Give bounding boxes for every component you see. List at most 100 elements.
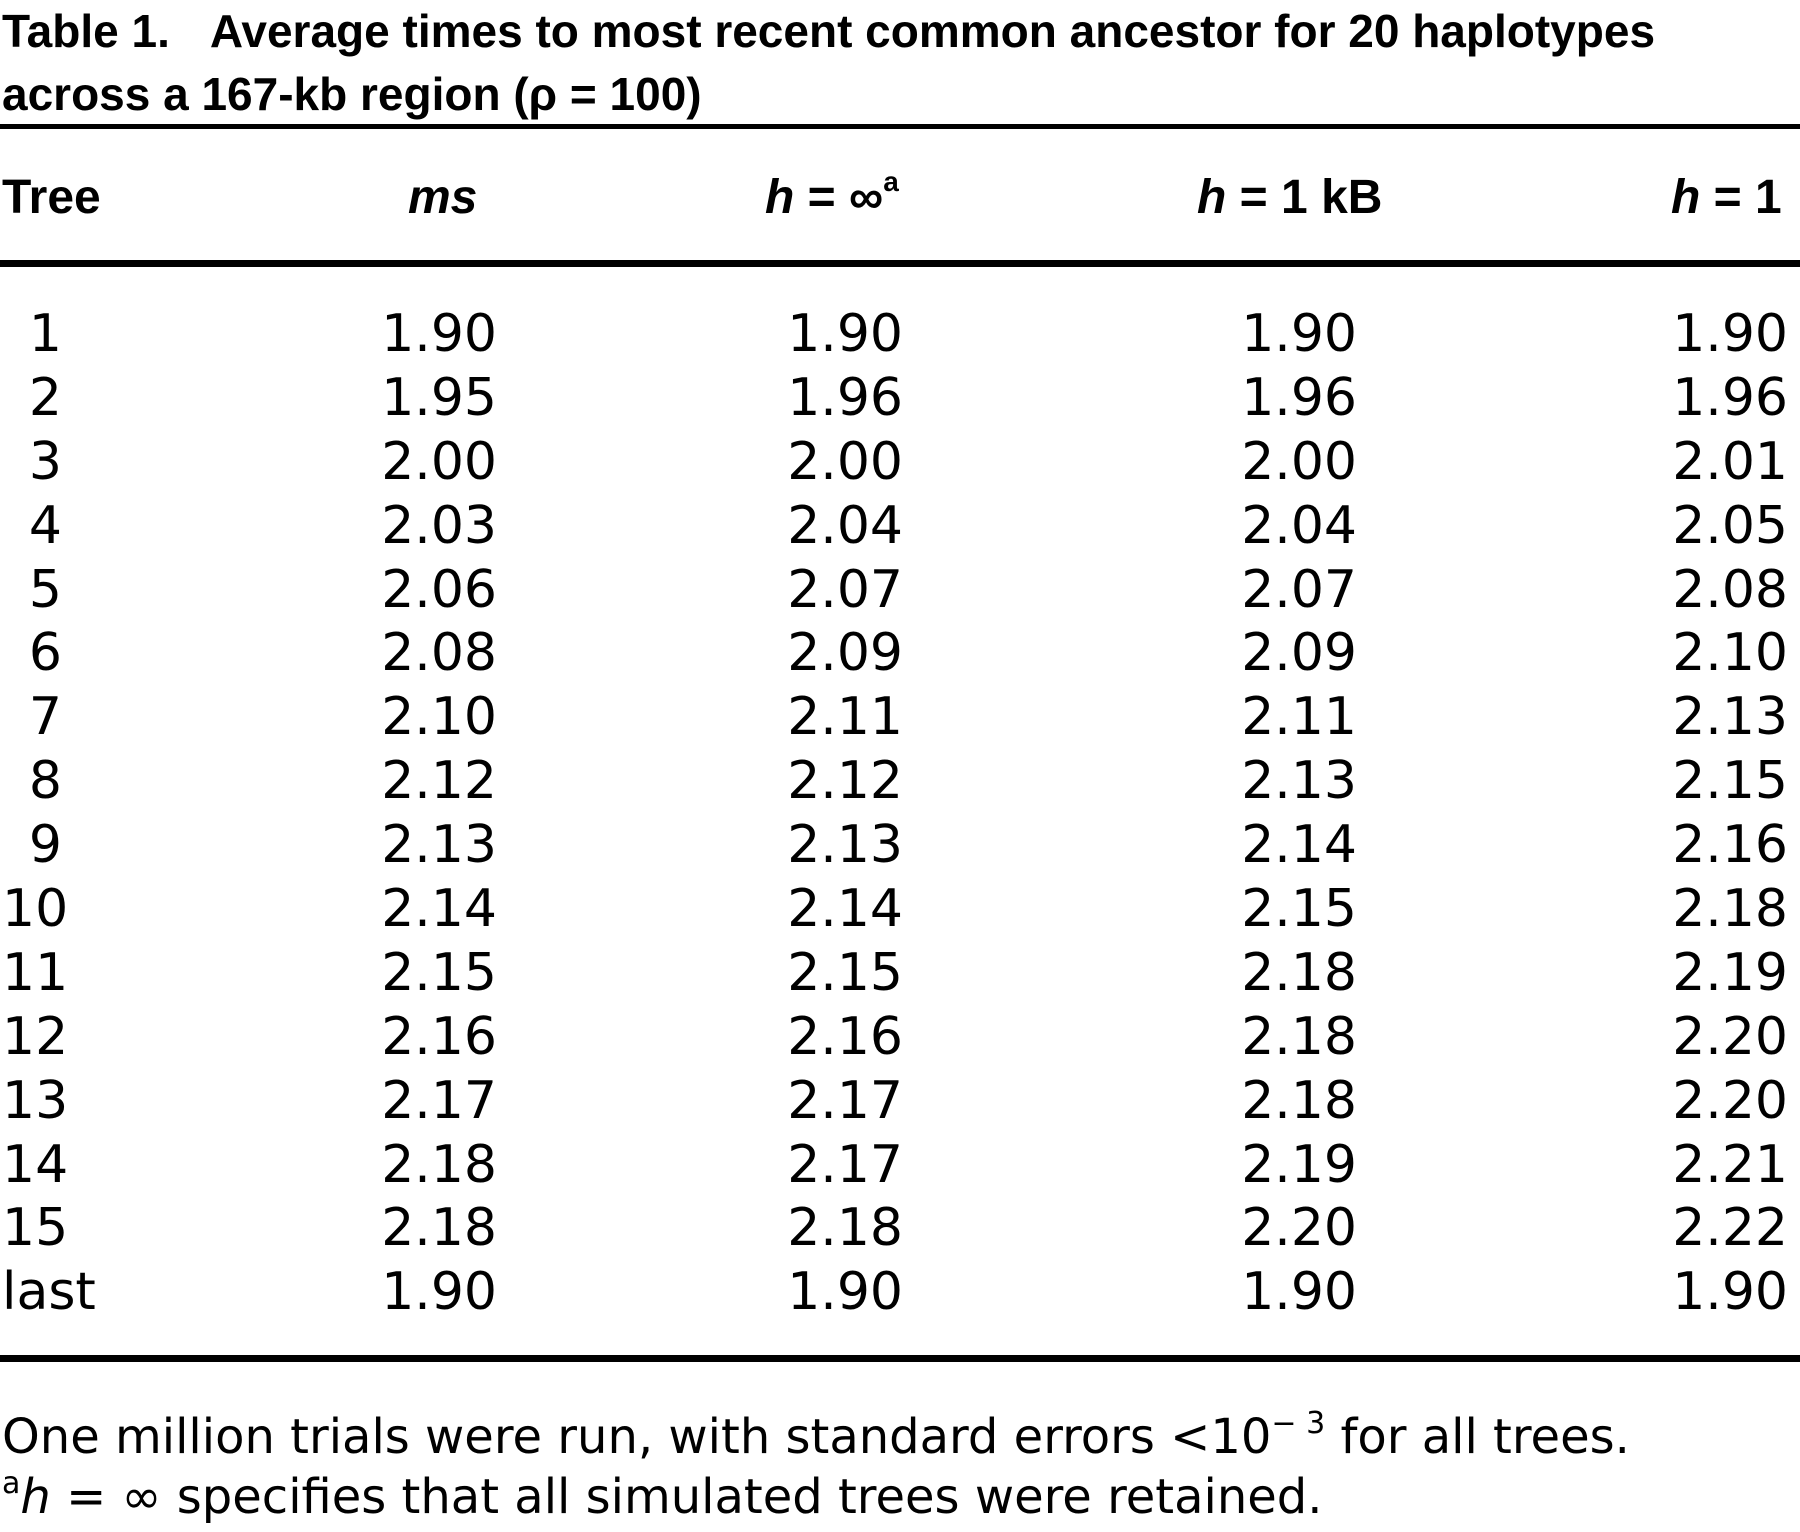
value-cell: 2.15 xyxy=(787,942,903,1003)
tree-cell: 1 xyxy=(28,304,62,364)
value-cell: 2.18 xyxy=(787,1198,903,1259)
value-cell: 2.18 xyxy=(1672,879,1788,940)
value-cell: 2.17 xyxy=(787,1070,903,1131)
value-cell: 1.90 xyxy=(1672,304,1788,364)
value-cell: 2.03 xyxy=(381,495,497,556)
value-cell: 2.18 xyxy=(381,1198,497,1259)
tree-cell: 11 xyxy=(2,942,69,1003)
table-row: 12 2.16 2.16 2.18 2.20 xyxy=(0,1005,1800,1069)
value-cell: 2.20 xyxy=(1672,1006,1788,1067)
header-h-inf: h = ∞a xyxy=(765,166,899,225)
value-cell: 2.11 xyxy=(787,687,903,748)
value-cell: 2.15 xyxy=(1241,879,1357,940)
value-cell: 2.00 xyxy=(381,431,497,492)
value-cell: 2.12 xyxy=(787,751,903,812)
value-cell: 2.00 xyxy=(787,431,903,492)
header-h-1kb: h = 1 kB xyxy=(1197,171,1383,224)
tree-cell: 13 xyxy=(2,1070,69,1131)
table-row: 15 2.18 2.18 2.20 2.22 xyxy=(0,1196,1800,1260)
value-cell: 2.05 xyxy=(1672,495,1788,556)
value-cell: 2.19 xyxy=(1241,1134,1357,1195)
value-cell: 2.13 xyxy=(787,815,903,876)
value-cell: 2.04 xyxy=(1241,495,1357,556)
tree-cell: 9 xyxy=(28,815,62,876)
value-cell: 2.18 xyxy=(1241,1070,1357,1131)
table-row: 9 2.13 2.13 2.14 2.16 xyxy=(0,813,1800,877)
value-cell: 2.22 xyxy=(1672,1198,1788,1259)
table-row: 14 2.18 2.17 2.19 2.21 xyxy=(0,1133,1800,1197)
tree-cell: last xyxy=(2,1262,96,1323)
table-row: 2 1.95 1.96 1.96 1.96 xyxy=(0,366,1800,430)
value-cell: 2.09 xyxy=(787,623,903,684)
header-rule xyxy=(0,260,1800,267)
table-row: 1 1.90 1.90 1.90 1.90 xyxy=(0,302,1800,366)
table-row: 13 2.17 2.17 2.18 2.20 xyxy=(0,1069,1800,1133)
value-cell: 1.96 xyxy=(787,367,903,428)
table-label: Table 1. xyxy=(2,5,170,57)
table-row: 6 2.08 2.09 2.09 2.10 xyxy=(0,621,1800,685)
table-row: 3 2.00 2.00 2.00 2.01 xyxy=(0,430,1800,494)
value-cell: 2.13 xyxy=(381,815,497,876)
value-cell: 2.10 xyxy=(1672,623,1788,684)
value-cell: 2.21 xyxy=(1672,1134,1788,1195)
table-row: 11 2.15 2.15 2.18 2.19 xyxy=(0,941,1800,1005)
header-tree: Tree xyxy=(2,171,101,224)
value-cell: 2.07 xyxy=(1241,559,1357,620)
value-cell: 2.11 xyxy=(1241,687,1357,748)
tree-cell: 10 xyxy=(2,879,69,940)
value-cell: 2.16 xyxy=(381,1006,497,1067)
value-cell: 2.08 xyxy=(1672,559,1788,620)
table-body: 1 1.90 1.90 1.90 1.90 2 1.95 1.96 1.96 1.96 3 2.00 2… xyxy=(0,302,1800,1324)
tree-cell: 14 xyxy=(2,1134,69,1195)
value-cell: 2.14 xyxy=(381,879,497,940)
value-cell: 1.90 xyxy=(1241,1262,1357,1323)
footnote-marker: a xyxy=(883,166,899,197)
value-cell: 2.04 xyxy=(787,495,903,556)
value-cell: 2.19 xyxy=(1672,942,1788,1003)
value-cell: 2.07 xyxy=(787,559,903,620)
footnote-a: ah = ∞ specifies that all simulated tree… xyxy=(2,1466,1323,1526)
value-cell: 2.16 xyxy=(787,1006,903,1067)
value-cell: 1.90 xyxy=(1241,304,1357,364)
value-cell: 1.90 xyxy=(381,1262,497,1323)
tree-cell: 2 xyxy=(28,367,62,428)
tree-cell: 3 xyxy=(28,431,62,492)
table-row: 4 2.03 2.04 2.04 2.05 xyxy=(0,494,1800,558)
value-cell: 2.12 xyxy=(381,751,497,812)
value-cell: 2.13 xyxy=(1672,687,1788,748)
value-cell: 2.18 xyxy=(381,1134,497,1195)
value-cell: 1.90 xyxy=(787,304,903,364)
tree-cell: 4 xyxy=(28,495,62,556)
value-cell: 2.18 xyxy=(1241,942,1357,1003)
tree-cell: 7 xyxy=(28,687,62,748)
value-cell: 2.14 xyxy=(787,879,903,940)
value-cell: 2.08 xyxy=(381,623,497,684)
value-cell: 2.06 xyxy=(381,559,497,620)
value-cell: 2.13 xyxy=(1241,751,1357,812)
value-cell: 1.90 xyxy=(787,1262,903,1323)
table-row: 8 2.12 2.12 2.13 2.15 xyxy=(0,749,1800,813)
table-row: 10 2.14 2.14 2.15 2.18 xyxy=(0,877,1800,941)
value-cell: 2.14 xyxy=(1241,815,1357,876)
table-row: 5 2.06 2.07 2.07 2.08 xyxy=(0,558,1800,622)
value-cell: 1.96 xyxy=(1241,367,1357,428)
table-title: Average times to most recent common ance… xyxy=(2,5,1656,120)
value-cell: 2.15 xyxy=(1672,751,1788,812)
value-cell: 2.18 xyxy=(1241,1006,1357,1067)
tree-cell: 15 xyxy=(2,1198,69,1259)
top-rule xyxy=(0,124,1800,129)
header-h-1: h = 1 xyxy=(1671,171,1782,224)
tree-cell: 5 xyxy=(28,559,62,620)
value-cell: 2.15 xyxy=(381,942,497,1003)
footnote-trials: One million trials were run, with standa… xyxy=(2,1406,1630,1466)
value-cell: 2.17 xyxy=(787,1134,903,1195)
value-cell: 2.10 xyxy=(381,687,497,748)
header-ms: ms xyxy=(408,171,478,224)
value-cell: 2.20 xyxy=(1672,1070,1788,1131)
bottom-rule xyxy=(0,1355,1800,1362)
tree-cell: 12 xyxy=(2,1006,69,1067)
value-cell: 2.20 xyxy=(1241,1198,1357,1259)
value-cell: 2.01 xyxy=(1672,431,1788,492)
value-cell: 2.17 xyxy=(381,1070,497,1131)
value-cell: 2.16 xyxy=(1672,815,1788,876)
